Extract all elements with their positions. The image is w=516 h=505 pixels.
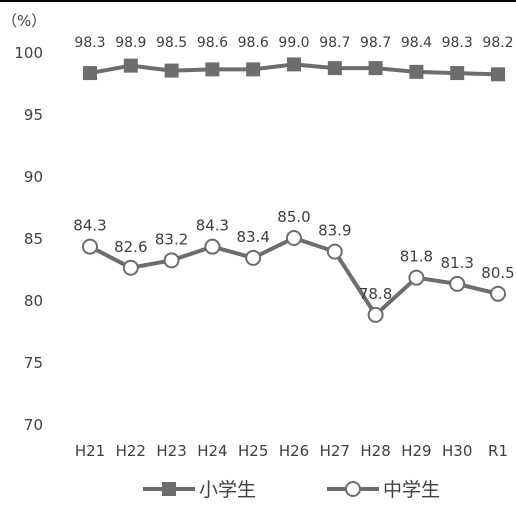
data-label: 99.0 [278,35,309,51]
data-label: 80.5 [481,264,514,282]
data-point-marker [450,66,465,81]
data-point-marker [491,67,505,82]
data-label: 81.3 [440,254,473,272]
series-layer [82,57,506,323]
data-point-marker [245,249,262,266]
y-tick-label: 70 [24,416,43,434]
data-label: 98.9 [115,35,146,51]
y-tick-label: 80 [24,292,43,310]
legend-label: 小学生 [199,479,256,501]
x-tick-label: H23 [156,442,186,460]
x-tick-label: H26 [279,442,309,460]
data-point-marker [82,238,98,255]
data-point-marker [164,63,179,78]
data-label: 98.4 [401,35,432,51]
data-label: 83.2 [155,230,188,248]
data-point-marker [367,306,384,323]
data-point-marker [204,238,221,255]
data-point-marker [408,269,425,286]
data-label: 83.9 [318,222,351,240]
data-label: 98.6 [238,35,269,51]
x-tick-label: H25 [238,442,268,460]
data-point-marker [123,58,138,73]
legend-marker-square [162,482,176,496]
legend-marker-circle [345,481,361,497]
data-label: 85.0 [277,208,310,226]
data-label: 98.3 [74,35,105,51]
data-point-marker [368,61,383,76]
data-point-marker [326,243,343,260]
data-label: 98.7 [360,35,391,51]
x-axis-ticks: H21 H22 H23 H24 H25 H26 H27 H28 H29 H30 R1 [75,442,508,460]
data-point-marker [163,252,180,269]
data-label: 83.4 [236,228,269,246]
x-tick-label: H30 [442,442,472,460]
data-point-marker [286,230,302,246]
data-point-marker [83,66,97,81]
data-point-marker [449,275,466,292]
data-label: 98.2 [482,35,513,51]
x-tick-label: R1 [488,442,508,460]
legend-label: 中学生 [383,479,440,501]
data-point-marker [287,57,301,72]
top-border-line [0,0,516,2]
data-labels-layer: 98.3 98.9 98.5 98.6 98.6 99.0 98.7 98.7 98.4 98.3… [73,35,514,303]
data-label: 84.3 [196,217,229,235]
data-label: 78.8 [359,285,392,303]
y-tick-label: 90 [24,168,43,186]
data-label: 98.6 [197,35,228,51]
data-point-marker [490,285,506,302]
x-tick-label: H24 [197,442,227,460]
series-line-2 [89,236,499,317]
x-tick-label: H22 [116,442,146,460]
y-tick-label: 85 [24,230,43,248]
data-point-marker [205,62,220,77]
data-point-marker [327,61,342,76]
data-point-marker [409,64,424,79]
data-label: 82.6 [114,238,147,256]
data-point-marker [122,259,139,276]
y-tick-label: 95 [24,106,43,124]
x-tick-label: H29 [401,442,431,460]
x-tick-label: H28 [360,442,390,460]
data-point-marker [246,62,261,77]
data-label: 98.3 [442,35,473,51]
data-label: 81.8 [400,248,433,266]
x-tick-label: H21 [75,442,105,460]
y-tick-label: 100 [14,44,43,62]
y-tick-label: 75 [24,354,43,372]
data-label: 84.3 [73,217,106,235]
data-label: 98.7 [319,35,350,51]
data-label: 98.5 [156,35,187,51]
x-tick-label: H27 [320,442,350,460]
y-axis-ticks: 70 75 80 85 90 95 100 [14,44,43,434]
legend: 小学生 中学生 [143,479,440,501]
y-axis-unit-label: （%） [2,12,46,30]
